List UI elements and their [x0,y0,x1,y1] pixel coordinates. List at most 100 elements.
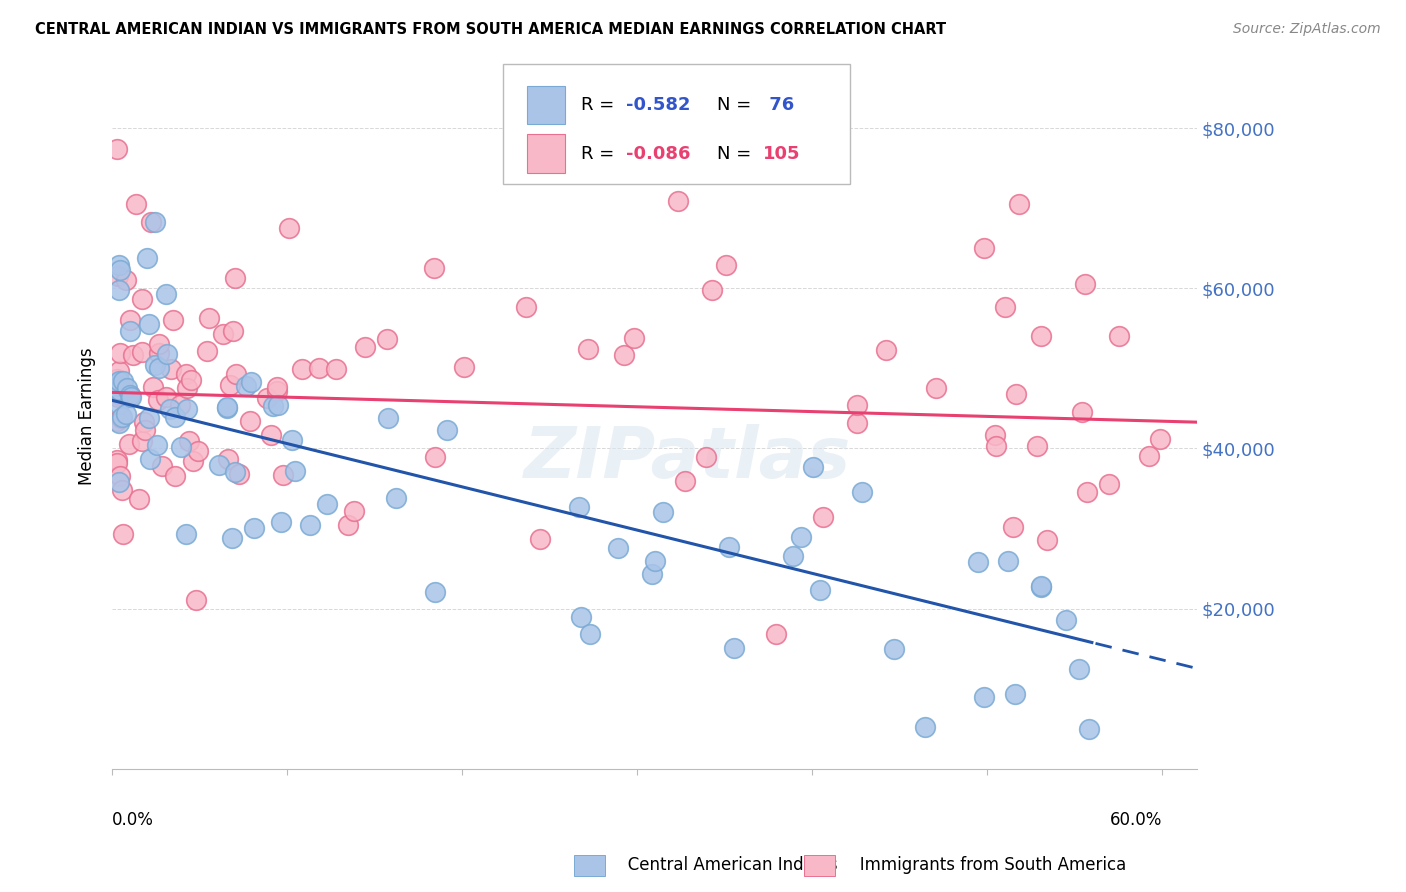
Point [159,402,181,417]
Point [240,375,263,389]
Point [515,300,537,314]
Point [1076,485,1098,500]
Point [851,484,873,499]
Point [336,517,359,532]
Point [139,451,162,466]
Text: R =: R = [581,96,620,114]
Point [973,690,995,704]
Point [1070,405,1092,419]
Point [120,388,142,402]
Point [156,347,179,361]
Point [266,379,288,393]
Point [1108,329,1130,343]
Point [107,453,129,467]
Point [107,390,129,404]
Point [108,388,131,402]
Point [107,456,129,470]
Point [235,379,257,393]
Y-axis label: Median Earnings: Median Earnings [79,348,96,485]
Point [1029,580,1052,594]
Point [845,416,868,430]
Point [579,627,602,641]
Point [125,196,148,211]
Point [174,527,197,541]
Point [1067,661,1090,675]
Point [801,460,824,475]
Point [118,388,141,402]
Point [148,360,170,375]
Point [845,399,868,413]
Point [875,343,897,357]
Point [1054,613,1077,627]
Point [225,368,247,382]
Point [808,583,831,598]
Point [110,410,132,425]
FancyBboxPatch shape [503,64,851,184]
Point [782,549,804,563]
Point [198,311,221,326]
Point [375,332,398,346]
Point [108,384,131,398]
Point [343,504,366,518]
Point [108,363,131,377]
Point [135,251,157,265]
Point [162,312,184,326]
Point [425,584,447,599]
Point [150,458,173,473]
Point [146,393,169,408]
Point [267,398,290,412]
Point [789,529,811,543]
Point [994,301,1017,315]
Point [215,401,238,415]
Point [569,610,592,624]
Text: R =: R = [581,145,620,162]
Point [118,324,141,338]
Text: 60.0%: 60.0% [1109,811,1163,829]
Point [107,268,129,283]
Point [111,409,134,424]
Point [155,287,177,301]
Point [208,458,231,472]
Point [239,414,262,428]
Point [967,555,990,569]
Point [217,452,239,467]
Point [1002,520,1025,534]
Point [148,337,170,351]
Point [145,438,167,452]
Text: 105: 105 [763,145,800,162]
Point [107,142,129,156]
Point [160,362,183,376]
Point [139,215,162,229]
Point [973,241,995,255]
Point [723,641,745,656]
Point [176,402,198,417]
Text: 0.0%: 0.0% [112,811,155,829]
Point [219,377,242,392]
Point [613,348,636,362]
Point [914,720,936,734]
Point [256,391,278,405]
Text: N =: N = [717,145,756,162]
Point [165,409,187,424]
Bar [527,86,565,124]
Point [187,444,209,458]
Point [1036,533,1059,548]
Point [108,379,131,393]
Point [111,527,134,541]
Point [115,381,138,395]
Point [114,272,136,286]
Point [143,359,166,373]
Point [108,374,131,388]
Point [714,258,737,272]
Point [184,592,207,607]
Point [221,531,243,545]
Point [666,194,689,208]
Point [120,390,142,404]
Point [131,292,153,306]
Point [283,464,305,478]
Point [134,423,156,437]
Point [385,491,408,506]
Point [606,541,628,555]
Point [576,342,599,356]
Point [181,454,204,468]
